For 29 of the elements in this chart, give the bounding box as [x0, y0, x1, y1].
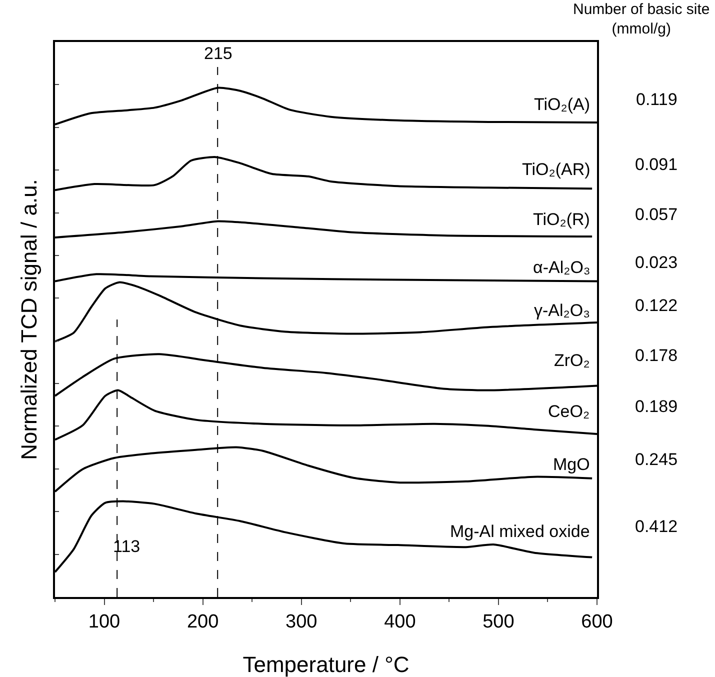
- series-label: MgO: [553, 455, 590, 474]
- text: 0.245: [635, 450, 678, 469]
- x-tick-label: 400: [384, 612, 416, 633]
- text: 0.091: [635, 155, 678, 174]
- text: 0.057: [635, 205, 678, 224]
- x-axis-title: Temperature / °C: [242, 652, 410, 677]
- x-tick-label: 600: [581, 612, 613, 633]
- text: 0.178: [635, 346, 678, 365]
- text: 0.119: [636, 90, 678, 109]
- text: 0.122: [635, 296, 678, 315]
- x-tick-label: 100: [88, 612, 120, 633]
- x-tick-label: 300: [286, 612, 318, 633]
- series-label: ZrO₂: [554, 351, 590, 370]
- ref-line-label: 113: [113, 537, 140, 556]
- series-label: TiO₂(AR): [522, 160, 590, 179]
- text: 0.412: [635, 517, 678, 536]
- series-label: TiO₂(R): [533, 210, 590, 229]
- x-tick-label: 200: [186, 612, 219, 633]
- text: 0.189: [635, 397, 678, 416]
- y-axis-title: Normalized TCD signal / a.u.: [16, 179, 42, 460]
- series-label: γ-Al₂O₃: [534, 301, 590, 320]
- series-label: α-Al₂O₃: [533, 258, 590, 277]
- series-label: CeO₂: [548, 402, 590, 421]
- ref-line-label: 215: [204, 44, 232, 63]
- series-label: TiO₂(A): [534, 95, 590, 114]
- text: Number of basic site (mmol/g): [573, 1, 710, 38]
- x-tick-label: 500: [482, 612, 514, 633]
- series-label: Mg-Al mixed oxide: [450, 522, 590, 541]
- text: 0.023: [635, 253, 678, 272]
